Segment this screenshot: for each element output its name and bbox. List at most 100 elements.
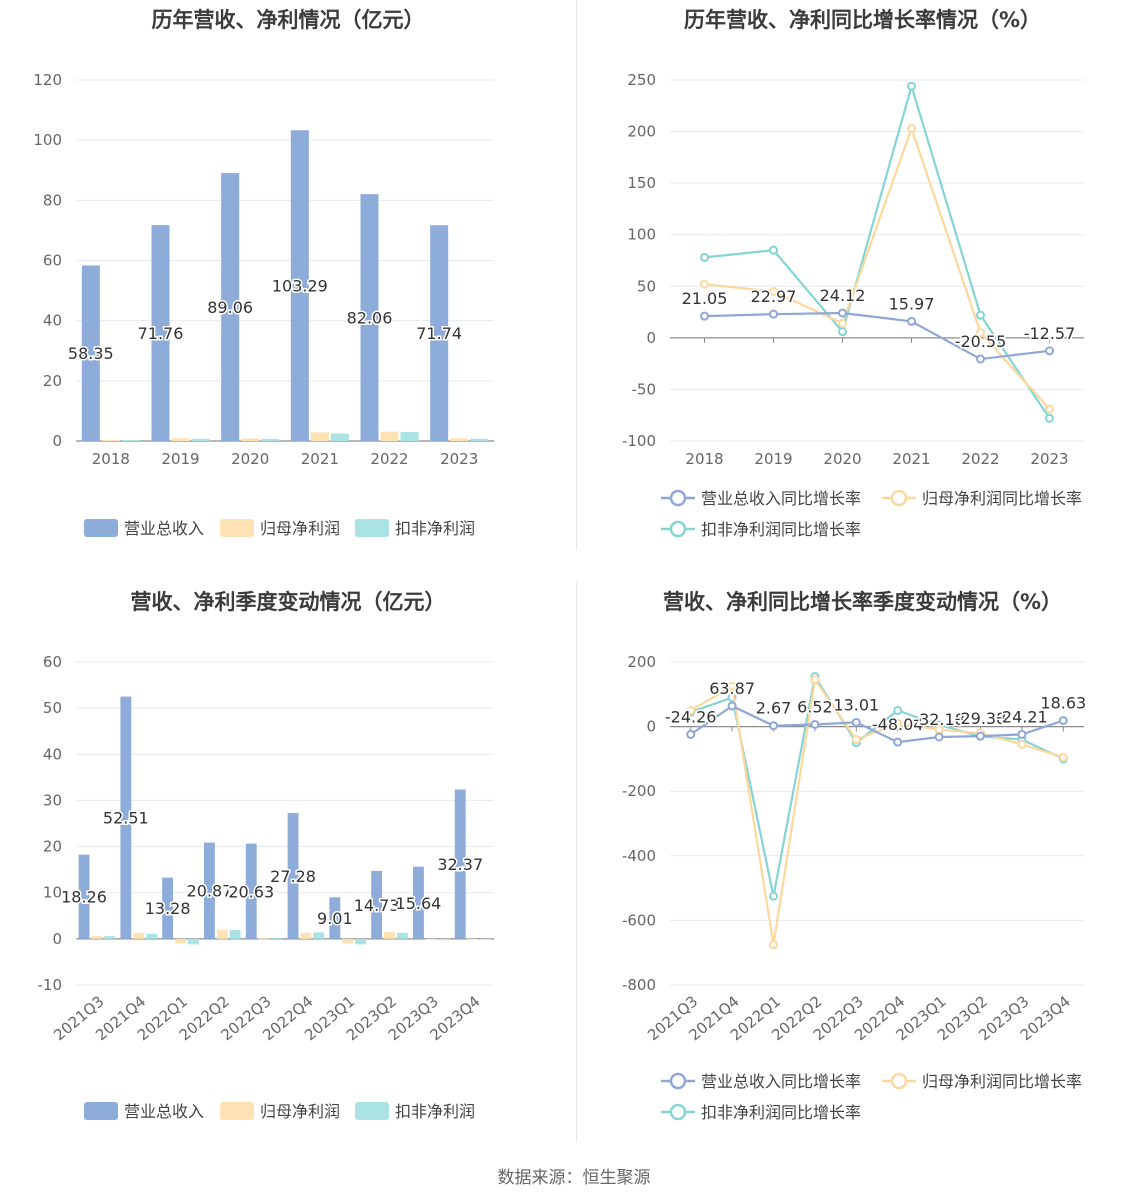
bar-revenue: [162, 877, 174, 939]
y-tick-label: 40: [43, 745, 62, 763]
data-point: [686, 729, 696, 739]
data-label: 52.51: [103, 809, 149, 828]
legend-label: 扣非净利润同比增长率: [701, 1103, 861, 1122]
bar-revenue: [430, 225, 449, 441]
data-point: [769, 309, 778, 319]
data-label: 63.87: [709, 679, 755, 698]
bar-net-profit: [101, 440, 120, 441]
data-point: [1058, 716, 1068, 726]
x-tick-label: 2021: [892, 450, 930, 468]
y-tick-label: -100: [622, 432, 656, 450]
data-label: 15.64: [396, 894, 442, 913]
bar-deducted-profit: [187, 938, 199, 945]
x-tick-label: 2019: [161, 450, 199, 468]
bar-revenue: [81, 265, 100, 441]
bar-revenue: [287, 812, 299, 939]
legend-label: 扣非净利润同比增长率: [701, 520, 861, 539]
bar-deducted-profit: [400, 431, 419, 441]
legend-marker: [669, 489, 687, 507]
bar-deducted-profit: [470, 438, 489, 441]
legend-swatch: [355, 519, 389, 537]
bar-deducted-profit: [271, 937, 283, 939]
bar-revenue: [454, 789, 466, 939]
annual-revenue-panel: 历年营收、净利情况（亿元） 0 20 40 60 80 100 120 2018 2019 202…: [0, 0, 576, 560]
data-point: [810, 675, 820, 685]
data-point: [976, 328, 985, 338]
bar-net-profit: [384, 931, 395, 939]
bar-net-profit: [175, 938, 186, 944]
legend-marker: [669, 520, 687, 538]
legend-label: 营业总收入: [124, 519, 204, 538]
bar-net-profit: [241, 438, 260, 441]
y-tick-label: 50: [637, 277, 656, 295]
x-tick-label: 2018: [92, 450, 130, 468]
data-label: -29.38: [955, 709, 1007, 728]
legend-swatch: [220, 1102, 254, 1120]
bar-deducted-profit: [191, 438, 210, 441]
y-tick-label: 100: [33, 131, 62, 149]
y-tick-label: 0: [646, 718, 656, 736]
series-line-0: [704, 311, 1050, 361]
annual-revenue-chart: 0 20 40 60 80 100 120 2018 2019 2020 2021 2022 2023 5…: [33, 71, 494, 538]
legend-marker: [890, 1072, 908, 1090]
bar-net-profit: [310, 432, 329, 441]
bar-deducted-profit: [121, 440, 140, 441]
data-point: [1017, 729, 1027, 739]
quarterly-growth-panel: 营收、净利同比增长率季度变动情况（%） -800 -600 -400 -200 0 200…: [577, 582, 1148, 1152]
bar-net-profit: [425, 938, 437, 940]
annual-growth-chart: -100 -50 0 50 100 150 200 250 2018 2019 2020 2021 20…: [622, 71, 1084, 539]
quarterly-revenue-panel: 营收、净利季度变动情况（亿元） -10 0 10 20 30 40 50 60 2021Q3 20…: [0, 582, 576, 1152]
quarterly-growth-chart: -800-600-400-20002002021Q32021Q42022Q120…: [622, 653, 1088, 1122]
data-label: 24.12: [820, 286, 866, 305]
data-source-label: 数据来源：恒生聚源: [497, 1168, 651, 1188]
data-label: -24.26: [665, 707, 717, 726]
data-point: [769, 721, 778, 731]
data-label: 71.74: [416, 324, 462, 343]
x-tick-label: 2020: [231, 450, 269, 468]
bar-net-profit: [216, 929, 228, 939]
data-label: 20.63: [228, 882, 274, 901]
bar-deducted-profit: [104, 936, 116, 939]
data-point: [1045, 404, 1054, 414]
y-tick-label: 100: [627, 226, 656, 244]
bar-revenue: [329, 897, 341, 939]
legend-label: 扣非净利润: [395, 519, 475, 538]
data-label: 27.28: [270, 867, 316, 886]
y-tick-label: 250: [627, 71, 656, 89]
data-label: 32.37: [437, 855, 483, 874]
bar-net-profit: [450, 438, 469, 441]
data-point: [907, 123, 916, 133]
data-label: -24.21: [996, 707, 1048, 726]
data-label: 71.76: [138, 324, 184, 343]
data-point: [976, 731, 985, 741]
vertical-divider-top: [576, 0, 577, 550]
bar-deducted-profit: [355, 938, 367, 945]
bar-revenue: [203, 842, 215, 939]
data-point: [851, 717, 861, 727]
data-label: 6.52: [797, 697, 833, 716]
data-label: 13.28: [145, 899, 191, 918]
data-point: [769, 891, 778, 901]
bar-deducted-profit: [261, 438, 280, 441]
chart-title: 历年营收、净利情况（亿元）: [151, 8, 425, 32]
y-tick-label: 20: [43, 372, 62, 390]
bar-revenue: [221, 173, 240, 442]
legend-label: 营业总收入同比增长率: [701, 489, 861, 508]
bar-deducted-profit: [438, 938, 450, 940]
y-tick-label: 0: [52, 432, 62, 450]
data-label: 18.26: [61, 888, 107, 907]
y-tick-label: 50: [43, 699, 62, 717]
data-label: 18.63: [1040, 694, 1086, 713]
data-point: [686, 705, 696, 715]
legend-swatch: [84, 519, 118, 537]
data-label: -32.18: [913, 710, 965, 729]
data-label: -20.55: [955, 332, 1007, 351]
y-tick-label: 120: [33, 71, 62, 89]
x-tick-label: 2023: [440, 450, 478, 468]
x-tick-label: 2021: [301, 450, 339, 468]
y-tick-label: -400: [622, 847, 656, 865]
data-label: 89.06: [207, 298, 253, 317]
x-tick-label: 2018: [685, 450, 723, 468]
data-label: 9.01: [317, 909, 353, 928]
y-tick-label: 20: [43, 838, 62, 856]
